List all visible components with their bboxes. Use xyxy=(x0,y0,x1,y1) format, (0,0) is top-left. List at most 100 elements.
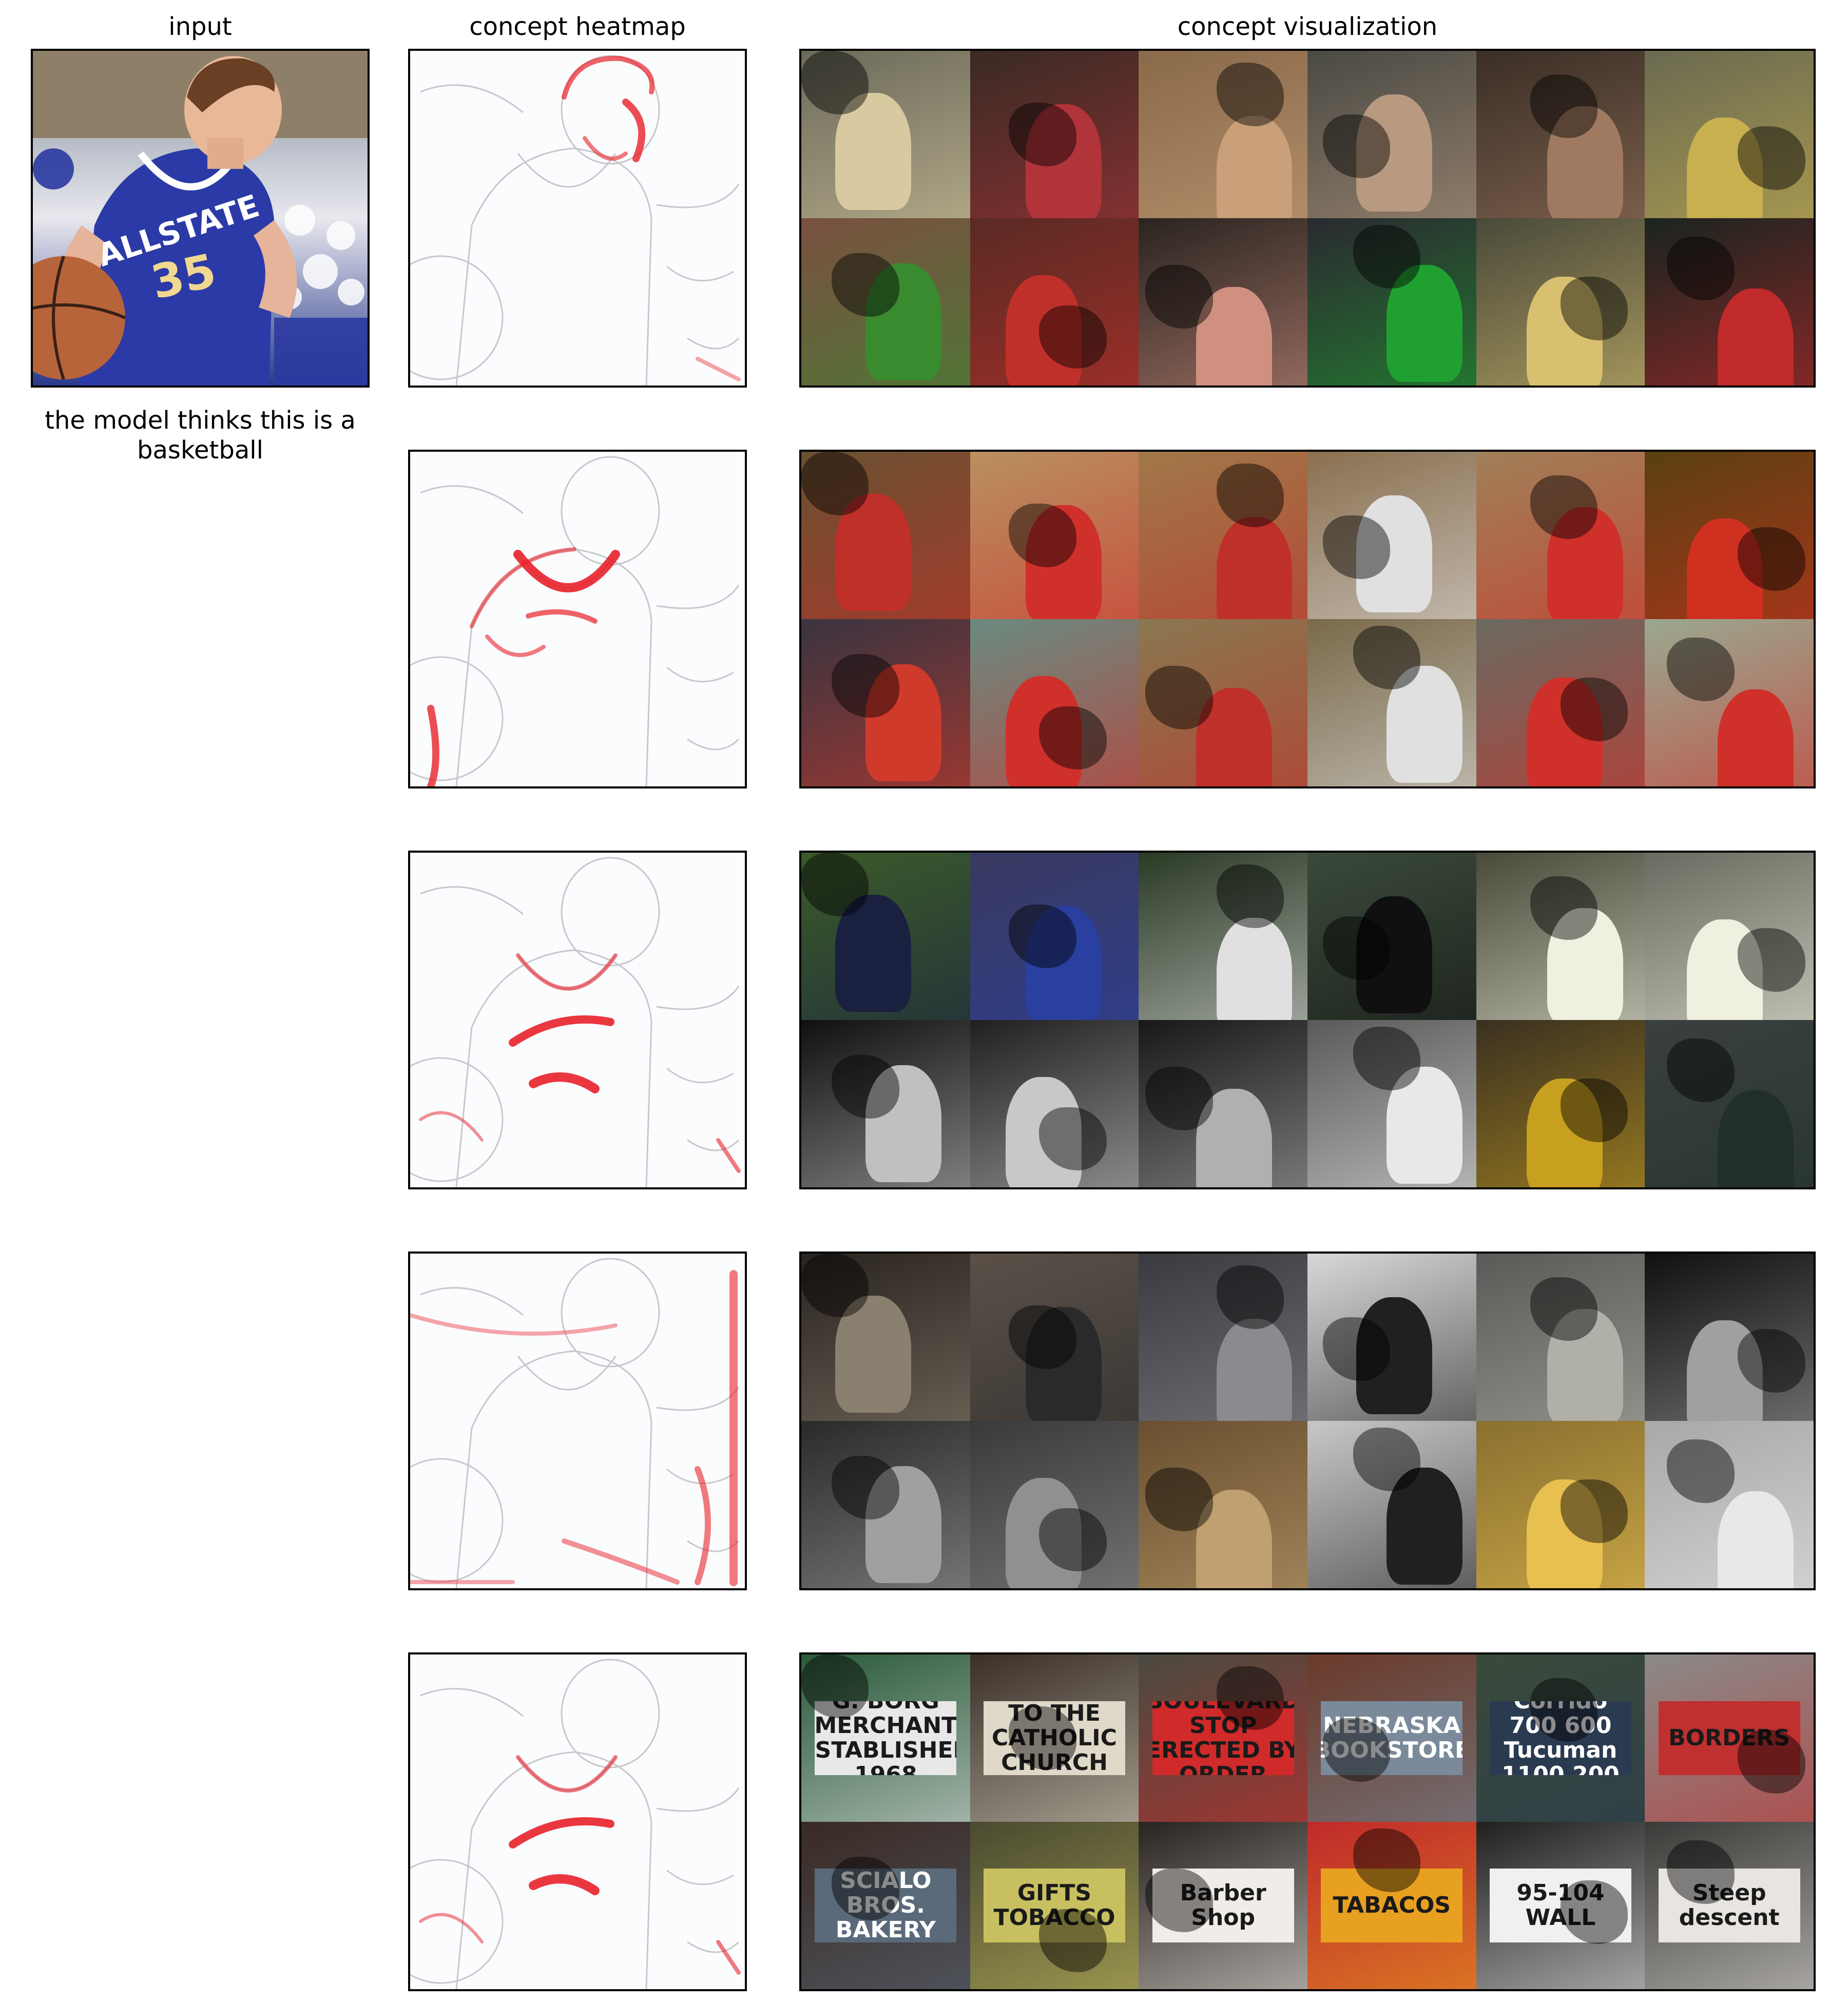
concept-example-tile xyxy=(801,218,970,386)
concept-example-tile: Steep descent xyxy=(1645,1822,1814,1989)
mask-shadow xyxy=(801,1654,869,1718)
concept-example-tile xyxy=(1645,619,1814,786)
concept-example-tile xyxy=(1476,1421,1645,1588)
concept-visualization-grid: G. BORG MERCHANT ESTABLISHED 1968 TO THE … xyxy=(799,1652,1816,1991)
heatmap-overlay xyxy=(410,51,745,386)
concept-example-tile xyxy=(1476,51,1645,218)
subject-shape xyxy=(865,263,941,381)
concept-example-tile xyxy=(1139,1020,1307,1187)
mask-shadow xyxy=(1009,1305,1076,1369)
subject-shape xyxy=(1547,1308,1623,1421)
concept-example-tile xyxy=(970,452,1139,619)
mask-shadow xyxy=(1322,1317,1391,1381)
concept-example-tile xyxy=(1307,1421,1476,1588)
mask-shadow xyxy=(832,1857,899,1921)
mask-shadow xyxy=(1009,1706,1076,1770)
mask-shadow xyxy=(1353,225,1421,288)
sign-text: TO THE CATHOLIC CHURCH xyxy=(983,1701,1126,1775)
concept-example-tile xyxy=(801,619,970,786)
subject-shape xyxy=(1687,1320,1763,1421)
sign-text: BORDERS xyxy=(1658,1701,1800,1775)
subject-shape xyxy=(835,92,911,210)
concept-example-tile: SCIALO BROS. BAKERY xyxy=(801,1822,970,1989)
input-image: ALLSTATE 35 xyxy=(31,49,370,388)
mask-shadow xyxy=(1353,1027,1421,1090)
subject-shape xyxy=(865,664,941,782)
subject-shape xyxy=(1005,1076,1082,1187)
mask-shadow xyxy=(1216,1265,1284,1329)
mask-shadow xyxy=(832,253,899,317)
subject-shape xyxy=(1717,288,1794,386)
mask-shadow xyxy=(1353,1428,1421,1491)
mask-shadow xyxy=(1353,626,1421,689)
sign-text: CITY ORDINANCE BOULEVARD STOP ERECTED BY… xyxy=(1152,1701,1294,1775)
concept-example-tile xyxy=(801,51,970,218)
concept-example-tile xyxy=(970,51,1139,218)
mask-shadow xyxy=(1216,1666,1284,1730)
concept-example-tile xyxy=(1645,1254,1814,1421)
concept-visualization-grid xyxy=(799,1252,1816,1590)
concept-example-tile: NEBRASKA BOOKSTORE xyxy=(1307,1654,1476,1822)
mask-shadow xyxy=(1353,1828,1421,1892)
sign-text: Barber Shop xyxy=(1152,1869,1294,1942)
mask-shadow xyxy=(801,452,869,515)
mask-shadow xyxy=(1322,1718,1391,1782)
subject-shape xyxy=(1216,517,1293,619)
mask-shadow xyxy=(1039,706,1107,770)
concept-example-tile: GIFTS TOBACCO xyxy=(970,1822,1139,1989)
concept-example-tile xyxy=(1139,1421,1307,1588)
subject-shape xyxy=(1387,1067,1463,1184)
subject-shape xyxy=(865,1065,941,1183)
mask-shadow xyxy=(1216,864,1284,928)
subject-shape xyxy=(1717,689,1794,786)
concept-example-tile xyxy=(970,1254,1139,1421)
mask-shadow xyxy=(1039,305,1107,369)
subject-shape xyxy=(1356,495,1433,612)
mask-shadow xyxy=(1560,1079,1628,1142)
concept-example-tile xyxy=(1645,1020,1814,1187)
mask-shadow xyxy=(1322,916,1391,980)
subject-shape xyxy=(1356,94,1433,211)
mask-shadow xyxy=(1530,1277,1598,1341)
mask-shadow xyxy=(1145,1869,1213,1933)
subject-shape xyxy=(1387,1468,1463,1585)
concept-example-tile: BORDERS xyxy=(1645,1654,1814,1822)
mask-shadow xyxy=(1009,504,1076,567)
concept-example-tile xyxy=(970,619,1139,786)
subject-shape xyxy=(1026,906,1102,1020)
subject-shape xyxy=(835,493,911,611)
subject-shape xyxy=(1196,1489,1272,1588)
concept-example-tile xyxy=(801,1421,970,1588)
subject-shape xyxy=(1196,286,1272,386)
concept-example-tile: Barber Shop xyxy=(1139,1822,1307,1989)
mask-shadow xyxy=(1530,475,1598,539)
concept-visualization-grid xyxy=(799,49,1816,388)
subject-shape xyxy=(1547,106,1623,218)
concept-example-tile: CITY ORDINANCE BOULEVARD STOP ERECTED BY… xyxy=(1139,1654,1307,1822)
concept-example-tile xyxy=(801,1254,970,1421)
mask-shadow xyxy=(1738,1729,1805,1794)
concept-example-tile xyxy=(1139,51,1307,218)
mask-shadow xyxy=(801,51,869,114)
mask-shadow xyxy=(1216,62,1284,126)
concept-example-tile xyxy=(801,1020,970,1187)
mask-shadow xyxy=(1530,74,1598,138)
mask-shadow xyxy=(832,1055,899,1119)
mask-shadow xyxy=(1009,103,1076,166)
sign-text: GIFTS TOBACCO xyxy=(983,1869,1126,1942)
subject-shape xyxy=(1196,687,1272,786)
mask-shadow xyxy=(1738,126,1805,190)
mask-shadow xyxy=(832,1456,899,1520)
concept-heatmap xyxy=(408,1652,747,1991)
concept-example-tile: TO THE CATHOLIC CHURCH xyxy=(970,1654,1139,1822)
subject-shape xyxy=(1005,1477,1082,1588)
mask-shadow xyxy=(1530,876,1598,940)
heatmap-overlay xyxy=(410,1654,745,1989)
mask-shadow xyxy=(801,1254,869,1317)
subject-shape xyxy=(1687,518,1763,619)
mask-shadow xyxy=(1039,1107,1107,1171)
basketball-player-illustration: ALLSTATE 35 xyxy=(33,51,368,386)
concept-example-tile xyxy=(970,1020,1139,1187)
concept-heatmap xyxy=(408,1252,747,1590)
concept-example-tile xyxy=(1307,619,1476,786)
